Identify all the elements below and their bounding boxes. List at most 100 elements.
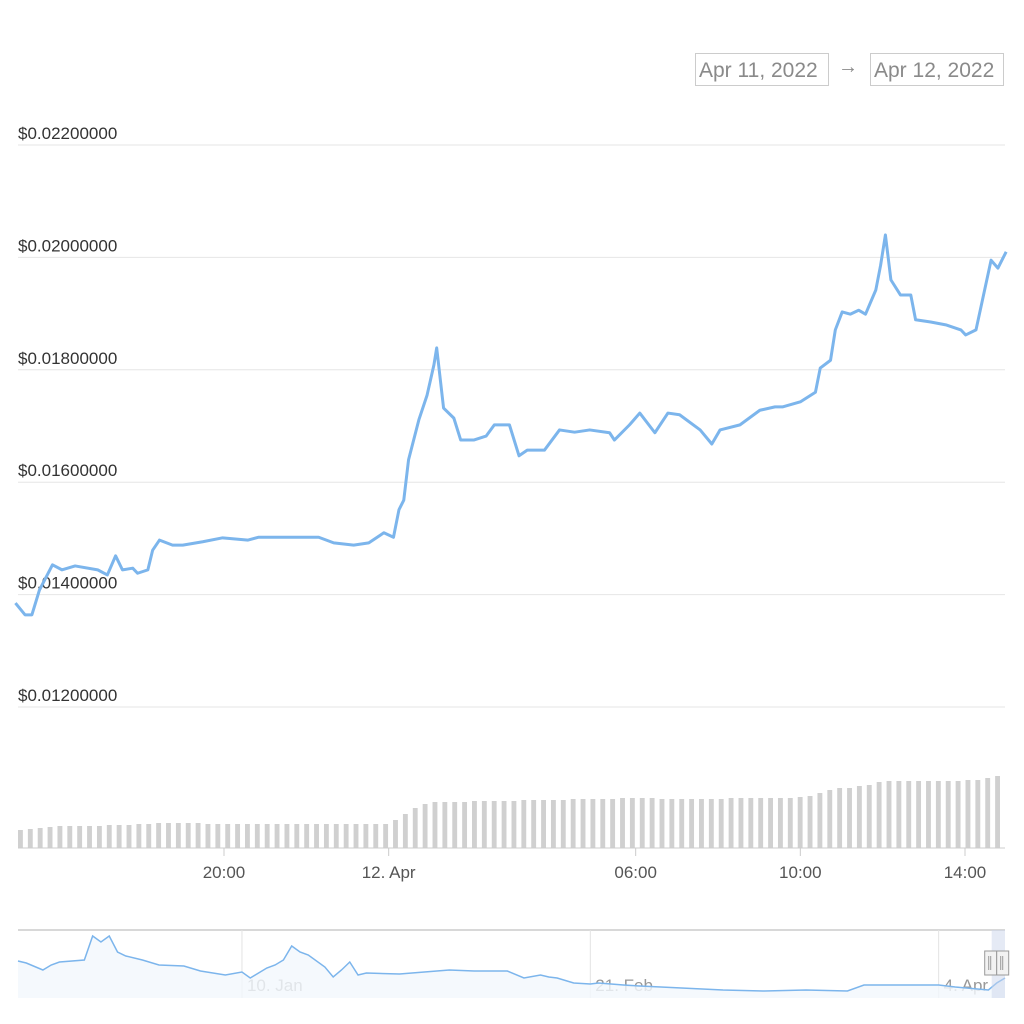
volume-bar <box>422 804 428 848</box>
volume-bar <box>156 823 162 848</box>
volume-bar <box>343 824 349 848</box>
volume-bar <box>708 799 714 848</box>
navigator-handle[interactable] <box>984 950 1010 976</box>
x-tick-label: 06:00 <box>614 863 657 882</box>
volume-bar <box>926 781 931 848</box>
volume-bar <box>620 798 625 848</box>
volume-bar <box>570 799 576 848</box>
volume-bar <box>669 799 675 848</box>
volume-bar <box>314 824 319 848</box>
volume-bar <box>126 825 132 848</box>
volume-bar <box>136 824 142 848</box>
volume-bar <box>274 824 280 848</box>
volume-bar <box>67 826 73 848</box>
volume-bar <box>689 799 695 848</box>
x-tick-label: 20:00 <box>203 863 246 882</box>
volume-bar <box>511 801 517 848</box>
volume-bar <box>541 800 546 848</box>
volume-bar <box>629 798 635 848</box>
volume-bar <box>333 824 339 848</box>
volume-bar <box>393 820 398 848</box>
volume-bar <box>728 798 734 848</box>
volume-bar <box>47 827 53 848</box>
volume-bar <box>363 824 369 848</box>
range-to-input[interactable]: Apr 12, 2022 <box>870 53 1004 86</box>
volume-bar <box>955 781 961 848</box>
volume-bar <box>205 824 211 848</box>
volume-bar <box>27 829 33 848</box>
volume-bar <box>610 799 616 848</box>
volume-bar <box>935 781 941 848</box>
volume-bar <box>254 824 260 848</box>
volume-bar <box>353 824 359 848</box>
volume-bar <box>284 824 290 848</box>
x-tick-label: 10:00 <box>779 863 822 882</box>
volume-bar <box>975 780 981 848</box>
volume-bar <box>294 824 300 848</box>
volume-bar <box>748 798 754 848</box>
volume-bar <box>945 781 951 848</box>
volume-bar <box>600 799 606 848</box>
volume-bar <box>886 781 892 848</box>
volume-bar <box>491 801 497 848</box>
volume-bar <box>679 799 685 848</box>
volume-bar <box>777 798 783 848</box>
volume-bar <box>472 801 477 848</box>
y-tick-label: $0.01400000 <box>18 574 117 593</box>
volume-bar <box>906 781 912 848</box>
volume-bar <box>383 824 389 848</box>
volume-bar <box>402 814 408 848</box>
volume-bar <box>560 800 566 848</box>
volume-bar <box>787 798 793 848</box>
volume-bar <box>847 788 852 848</box>
volume-bar <box>57 826 63 848</box>
volume-bar <box>501 801 507 848</box>
volume-bar <box>412 808 418 848</box>
volume-bar <box>185 823 191 848</box>
volume-bar <box>896 781 902 848</box>
volume-bar <box>807 796 813 848</box>
navigator-line <box>17 934 1006 992</box>
volume-bar <box>116 825 122 848</box>
volume-bar <box>146 824 152 848</box>
volume-bar <box>827 790 833 848</box>
volume-bar <box>432 802 438 848</box>
volume-bar <box>481 801 487 848</box>
volume-bar <box>235 824 241 848</box>
volume-bar <box>580 799 586 848</box>
volume-bar <box>462 802 468 848</box>
range-arrow: → <box>838 56 858 78</box>
range-from-input[interactable]: Apr 11, 2022 <box>695 53 829 86</box>
y-tick-label: $0.02000000 <box>18 236 117 255</box>
volume-bar <box>995 776 1000 848</box>
volume-bar <box>77 826 83 848</box>
volume-bar <box>37 828 43 848</box>
volume-bar <box>768 798 773 848</box>
volume-bar <box>659 799 665 848</box>
volume-bar <box>837 788 843 848</box>
y-tick-label: $0.02200000 <box>18 124 117 143</box>
volume-bar <box>965 780 971 848</box>
volume-bar <box>225 824 231 848</box>
navigator-area <box>18 936 1005 998</box>
volume-bar <box>18 830 23 848</box>
volume-bar <box>699 799 704 848</box>
volume-bar <box>452 802 458 848</box>
volume-bar <box>323 824 329 848</box>
y-tick-label: $0.01600000 <box>18 461 117 480</box>
volume-bar <box>639 798 645 848</box>
volume-bar <box>175 823 181 848</box>
volume-bar <box>718 799 724 848</box>
volume-bar <box>916 781 922 848</box>
volume-bar <box>856 786 862 848</box>
volume-bar <box>649 798 655 848</box>
volume-bar <box>738 798 744 848</box>
volume-bar <box>96 826 102 848</box>
volume-bar <box>985 778 991 848</box>
volume-bar <box>531 800 537 848</box>
volume-bar <box>550 800 556 848</box>
volume-bar <box>106 825 112 848</box>
y-tick-label: $0.01800000 <box>18 349 117 368</box>
volume-bar <box>166 823 171 848</box>
